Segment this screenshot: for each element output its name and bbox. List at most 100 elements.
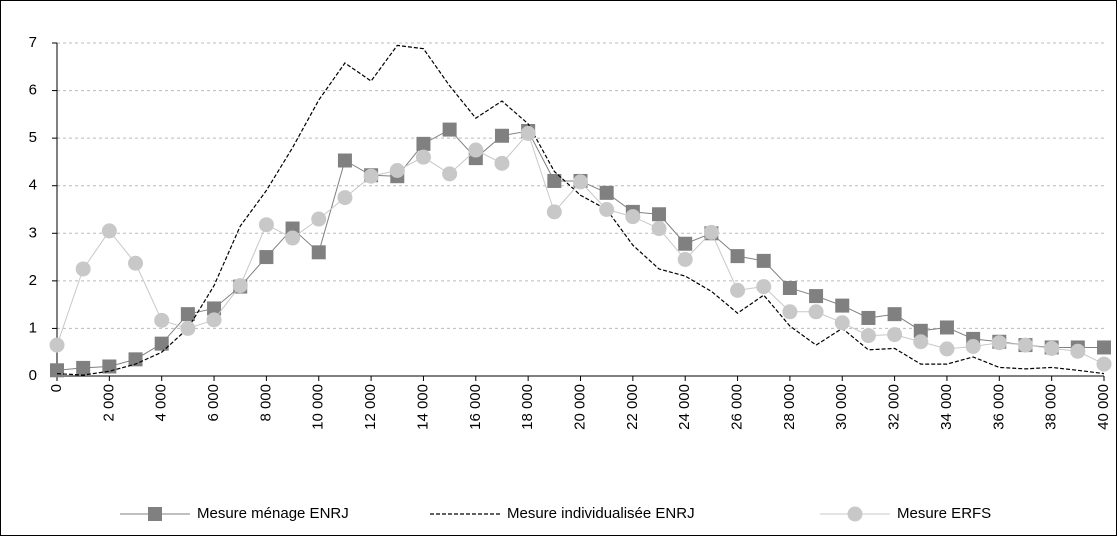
data-point — [337, 153, 352, 168]
data-point — [991, 335, 1007, 351]
data-point — [520, 125, 536, 141]
data-point — [1097, 340, 1111, 355]
x-tick-label: 36 000 — [990, 384, 1007, 430]
data-point — [494, 155, 510, 171]
data-point — [128, 255, 144, 271]
data-point — [965, 339, 981, 355]
y-tick-label: 2 — [29, 272, 37, 289]
x-tick-label: 22 000 — [624, 384, 641, 430]
legend-label: Mesure ERFS — [897, 505, 991, 522]
x-tick-label: 30 000 — [833, 384, 850, 430]
data-point — [1044, 340, 1060, 356]
data-point — [913, 323, 928, 338]
data-point — [1070, 343, 1086, 359]
data-point — [756, 279, 772, 295]
data-point — [546, 204, 562, 220]
data-point — [415, 149, 431, 165]
data-point — [442, 122, 457, 137]
legend-label: Mesure individualisée ENRJ — [507, 505, 695, 522]
y-tick-label: 1 — [29, 319, 37, 336]
data-point — [442, 166, 458, 182]
data-point — [363, 168, 379, 184]
data-point — [730, 249, 745, 264]
data-point — [1017, 337, 1033, 353]
data-point — [75, 261, 91, 277]
x-tick-label: 14 000 — [414, 384, 431, 430]
data-point — [913, 334, 929, 350]
x-tick-label: 18 000 — [519, 384, 536, 430]
data-point — [887, 307, 902, 322]
data-point — [547, 173, 562, 188]
data-point — [834, 315, 850, 331]
y-tick-label: 3 — [29, 224, 37, 241]
y-tick-label: 6 — [29, 82, 37, 99]
data-point — [49, 337, 65, 353]
data-point — [573, 174, 588, 190]
data-point — [128, 352, 143, 367]
data-point — [860, 328, 876, 344]
data-point — [703, 224, 719, 240]
data-point — [835, 298, 850, 313]
data-point — [1096, 356, 1112, 372]
x-tick-label: 34 000 — [938, 384, 955, 430]
series-line — [56, 44, 1105, 376]
data-point — [808, 304, 824, 320]
x-tick-label: 6 000 — [205, 384, 222, 422]
x-tick-label: 32 000 — [886, 384, 903, 430]
x-tick-label: 40 000 — [1095, 384, 1112, 430]
legend-marker — [148, 507, 162, 521]
data-point — [887, 327, 903, 343]
data-point — [50, 363, 64, 378]
data-point — [207, 301, 222, 316]
data-point — [259, 250, 274, 265]
data-point — [677, 251, 693, 267]
y-tick-label: 0 — [29, 367, 37, 384]
x-tick-label: 4 000 — [153, 384, 170, 422]
data-point — [76, 360, 91, 375]
data-point — [625, 209, 641, 225]
data-point — [232, 278, 248, 294]
data-point — [468, 142, 484, 158]
data-point — [311, 245, 326, 260]
y-tick-label: 7 — [29, 34, 37, 51]
x-tick-label: 24 000 — [676, 384, 693, 430]
y-tick-label: 4 — [29, 177, 37, 194]
data-point — [154, 336, 169, 351]
data-point — [782, 280, 797, 295]
data-point — [180, 307, 195, 322]
data-point — [652, 207, 667, 222]
legend-marker — [847, 506, 863, 522]
data-point — [939, 320, 954, 335]
data-point — [494, 128, 509, 143]
x-tick-label: 20 000 — [571, 384, 588, 430]
data-point — [939, 341, 955, 357]
y-tick-label: 5 — [29, 129, 37, 146]
data-point — [809, 289, 824, 304]
x-tick-label: 0 — [48, 384, 65, 392]
data-point — [101, 223, 117, 239]
legend-label: Mesure ménage ENRJ — [197, 505, 349, 522]
x-tick-label: 2 000 — [100, 384, 117, 422]
data-point — [337, 190, 353, 206]
data-point — [180, 320, 196, 336]
data-point — [285, 230, 301, 246]
data-point — [599, 185, 614, 200]
data-point — [861, 310, 876, 325]
data-point — [389, 162, 405, 178]
x-tick-label: 28 000 — [781, 384, 798, 430]
data-point — [206, 312, 222, 328]
x-tick-label: 10 000 — [310, 384, 327, 430]
x-tick-label: 16 000 — [467, 384, 484, 430]
x-tick-label: 12 000 — [362, 384, 379, 430]
data-point — [599, 202, 615, 217]
data-point — [102, 359, 117, 374]
data-point — [756, 253, 771, 268]
data-point — [311, 211, 327, 227]
data-point — [651, 221, 667, 237]
data-point — [258, 217, 274, 233]
data-point — [678, 236, 693, 251]
x-tick-label: 38 000 — [1043, 384, 1060, 430]
data-point — [416, 136, 431, 151]
